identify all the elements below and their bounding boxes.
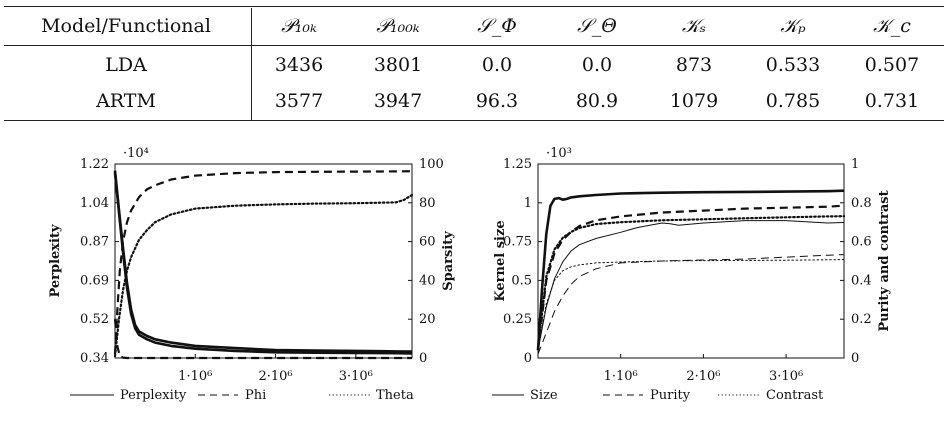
table-row-lda-ks: 873 xyxy=(675,54,713,76)
y-tick-label: 1.04 xyxy=(80,196,109,211)
table-row-lda-kp: 0.533 xyxy=(765,54,821,76)
series-phi-lda-line xyxy=(113,319,412,360)
y-tick-label: 1.25 xyxy=(503,157,532,172)
x-tick-label: 1·10⁶ xyxy=(604,369,638,384)
y-axis-label: Kernel size xyxy=(493,220,508,301)
y2-tick-label: 40 xyxy=(419,273,436,288)
table-header-perplexity-10k: 𝒫₁₀ₖ xyxy=(281,15,317,37)
series-size-artm-line xyxy=(536,189,845,351)
y2-axis-label: Purity and contrast xyxy=(877,190,892,331)
y-tick-label: 1 xyxy=(524,196,532,211)
legend-theta-label: Theta xyxy=(376,388,414,403)
series-phi-artm-line xyxy=(113,170,413,355)
y2-tick-label: 20 xyxy=(419,312,436,327)
table-row-lda-p10k: 3436 xyxy=(274,54,324,76)
table-row-lda-sphi: 0.0 xyxy=(481,54,513,76)
series-perplexity-lda-line xyxy=(113,172,413,355)
y2-tick-label: 0.6 xyxy=(851,235,872,250)
legend-phi-label: Phi xyxy=(245,388,266,403)
x-tick-label: 3·10⁶ xyxy=(339,369,373,384)
y2-tick-label: 0 xyxy=(419,351,427,366)
table-row-lda-p100k: 3801 xyxy=(373,54,423,76)
y-tick-label: 0.87 xyxy=(80,235,109,250)
legend-perplexity-label: Perplexity xyxy=(120,388,187,403)
table-row-artm-sphi: 96.3 xyxy=(475,90,519,112)
table-row-artm-model: ARTM xyxy=(96,90,156,112)
kernel-purity-contrast-chart: 0 0.25 0.5 0.75 1 1.25 0 0.2 0.4 0.6 0.8 1 1·10⁶ 2·10… xyxy=(492,146,892,403)
table-column-divider xyxy=(251,8,252,120)
plot-frame xyxy=(114,163,413,359)
y-tick-label: 0.52 xyxy=(80,312,109,327)
table-header-kernel-size: 𝒦ₛ xyxy=(681,15,707,37)
y-tick-label: 0.25 xyxy=(503,312,532,327)
y-tick-label: 0.34 xyxy=(80,351,109,366)
plot-frame xyxy=(537,163,845,359)
y2-tick-label: 100 xyxy=(419,157,444,172)
series-contrast-artm-line xyxy=(536,215,846,350)
y2-axis-label: Sparsity xyxy=(441,231,456,291)
x-tick-label: 2·10⁶ xyxy=(686,369,720,384)
y-tick-label: 0.69 xyxy=(80,273,109,288)
y2-tick-label: 0.4 xyxy=(851,273,872,288)
y-axis-label: Perplexity xyxy=(48,224,63,298)
table-header-kernel-purity: 𝒦ₚ xyxy=(780,15,806,37)
y2-tick-label: 0.2 xyxy=(851,312,872,327)
y-tick-label: 0.75 xyxy=(503,235,532,250)
series-theta-artm-line xyxy=(113,193,414,358)
perplexity-sparsity-chart: 0.34 0.52 0.69 0.87 1.04 1.22 0 20 40 60 80 100 1·10… xyxy=(48,146,456,403)
y-axis-multiplier: ·10⁴ xyxy=(123,146,149,161)
table-header-perplexity-100k: 𝒫₁₀₀ₖ xyxy=(376,15,420,37)
table-row-artm-p100k: 3947 xyxy=(373,90,423,112)
table-row-artm-kc: 0.731 xyxy=(864,90,920,112)
table-top-rule xyxy=(4,6,944,7)
table-row-lda-kc: 0.507 xyxy=(864,54,920,76)
series-perplexity-artm-line xyxy=(113,170,413,353)
table-header-sparsity-phi: 𝒮_Φ xyxy=(477,15,517,37)
legend-size-label: Size xyxy=(530,388,558,403)
legend-purity-label: Purity xyxy=(650,388,691,403)
y2-tick-label: 60 xyxy=(419,235,436,250)
y-tick-label: 1.22 xyxy=(80,157,109,172)
table-row-artm-p10k: 3577 xyxy=(274,90,324,112)
x-tick-label: 3·10⁶ xyxy=(769,369,803,384)
y2-tick-label: 0 xyxy=(851,351,859,366)
table-bottom-rule xyxy=(4,120,944,121)
series-purity-lda-line xyxy=(537,254,845,355)
results-table: Model/Functional 𝒫₁₀ₖ 𝒫₁₀₀ₖ 𝒮_Φ 𝒮_Θ 𝒦ₛ 𝒦… xyxy=(0,0,948,122)
series-contrast-lda-line xyxy=(537,259,845,351)
y2-tick-label: 1 xyxy=(851,157,859,172)
x-tick-label: 1·10⁶ xyxy=(178,369,212,384)
table-row-artm-ks: 1079 xyxy=(669,90,719,112)
series-size-lda-line xyxy=(537,220,845,351)
table-header-rule xyxy=(4,45,944,46)
y2-tick-label: 0.8 xyxy=(851,196,872,211)
y2-tick-label: 80 xyxy=(419,196,436,211)
table-row-lda-model: LDA xyxy=(105,54,147,76)
table-header-model: Model/Functional xyxy=(41,15,211,37)
legend-contrast-label: Contrast xyxy=(766,388,824,403)
y-tick-label: 0.5 xyxy=(511,273,532,288)
y-axis-multiplier: ·10³ xyxy=(546,146,572,161)
x-tick-label: 2·10⁶ xyxy=(258,369,292,384)
y-tick-label: 0 xyxy=(524,351,532,366)
table-header-kernel-contrast: 𝒦_c xyxy=(873,15,911,37)
table-row-lda-stheta: 0.0 xyxy=(581,54,613,76)
table-row-artm-stheta: 80.9 xyxy=(575,90,619,112)
table-header-sparsity-theta: 𝒮_Θ xyxy=(577,15,617,37)
table-row-artm-kp: 0.785 xyxy=(765,90,821,112)
